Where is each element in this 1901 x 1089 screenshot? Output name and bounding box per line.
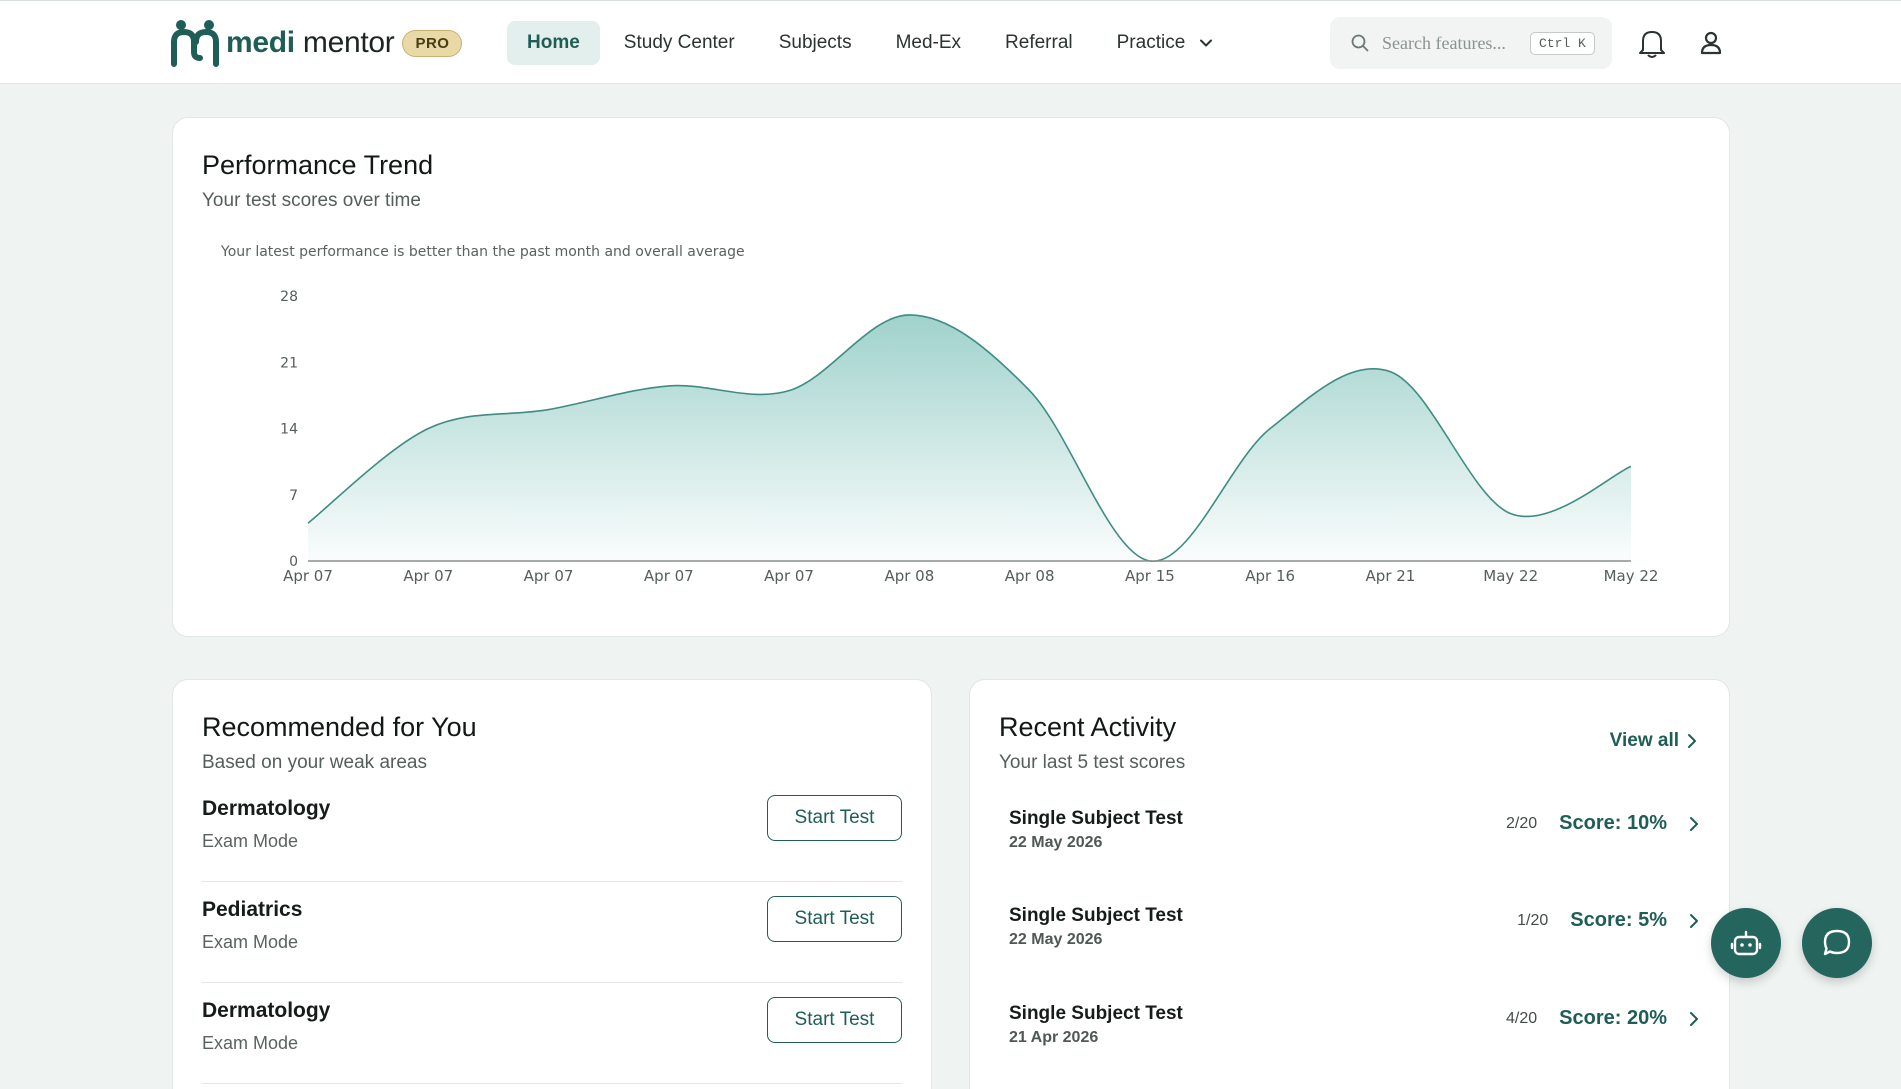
chevron-right-icon bbox=[1690, 913, 1698, 928]
chart-x-tick-label: Apr 16 bbox=[1245, 567, 1295, 585]
chart-x-tick-label: May 22 bbox=[1604, 567, 1659, 585]
chart-x-tick-label: Apr 07 bbox=[524, 567, 574, 585]
activity-test-name: Single Subject Test bbox=[1009, 808, 1183, 829]
activity-row[interactable]: Single Subject Test 22 May 2026 1/20 Sco… bbox=[1009, 891, 1699, 971]
performance-trend-card: Performance Trend Your test scores over … bbox=[172, 117, 1730, 637]
activity-test-name: Single Subject Test bbox=[1009, 905, 1183, 926]
ai-assistant-button[interactable] bbox=[1711, 908, 1781, 978]
chart-x-tick-label: Apr 08 bbox=[884, 567, 934, 585]
chat-bubble-icon bbox=[1823, 929, 1851, 956]
chart-area-fill bbox=[308, 314, 1631, 562]
profile-button[interactable] bbox=[1691, 23, 1731, 63]
start-test-button[interactable]: Start Test bbox=[767, 997, 902, 1043]
activity-correct-count: 2/20 bbox=[1506, 814, 1538, 832]
recommended-subject: Dermatology bbox=[202, 797, 331, 820]
chart-y-tick-label: 14 bbox=[280, 422, 298, 438]
nav-practice-label: Practice bbox=[1116, 32, 1186, 53]
search-shortcut-hint: Ctrl K bbox=[1530, 31, 1595, 55]
notifications-button[interactable] bbox=[1632, 23, 1672, 63]
activity-title: Recent Activity bbox=[999, 712, 1177, 742]
performance-chart: 0 7 14 21 28 Apr 07 Apr 07 Apr 07 Apr 07 Apr 07 Ap… bbox=[280, 289, 1659, 585]
chevron-right-icon bbox=[1688, 734, 1696, 748]
recommended-mode: Exam Mode bbox=[202, 932, 299, 952]
chart-x-tick-label: Apr 07 bbox=[283, 567, 333, 585]
chart-x-tick-label: Apr 07 bbox=[403, 567, 453, 585]
nav-practice[interactable]: Practice bbox=[1097, 21, 1233, 65]
recommended-item: Dermatology Exam Mode Start Test bbox=[202, 983, 902, 1084]
chart-x-tick-label: May 22 bbox=[1483, 567, 1538, 585]
chart-x-tick-label: Apr 15 bbox=[1125, 567, 1175, 585]
recommended-item: Dermatology Exam Mode Start Test bbox=[202, 781, 902, 882]
chart-x-tick-label: Apr 08 bbox=[1005, 567, 1055, 585]
recommended-subject: Dermatology bbox=[202, 999, 331, 1022]
chart-y-tick-label: 21 bbox=[280, 355, 298, 371]
chart-y-tick-label: 28 bbox=[280, 289, 298, 305]
activity-test-date: 21 Apr 2026 bbox=[1009, 1029, 1099, 1046]
activity-subtitle: Your last 5 test scores bbox=[999, 752, 1186, 773]
chart-y-tick-label: 0 bbox=[289, 554, 298, 570]
start-test-button[interactable]: Start Test bbox=[767, 896, 902, 942]
recommended-subtitle: Based on your weak areas bbox=[202, 752, 427, 773]
activity-correct-count: 1/20 bbox=[1517, 911, 1549, 929]
chevron-down-icon bbox=[1199, 39, 1212, 47]
activity-test-date: 22 May 2026 bbox=[1009, 834, 1103, 851]
top-navigation-bar: medi mentor PRO Home Study Center Subjec… bbox=[0, 0, 1901, 84]
user-icon bbox=[1700, 31, 1722, 55]
pro-badge: PRO bbox=[402, 29, 463, 57]
activity-row[interactable]: Single Subject Test 22 May 2026 2/20 Sco… bbox=[1009, 794, 1699, 874]
nav-subjects[interactable]: Subjects bbox=[778, 32, 852, 53]
chevron-right-icon bbox=[1690, 816, 1698, 831]
medimentor-logo-icon bbox=[171, 20, 219, 67]
activity-score: Score: 10% bbox=[1559, 812, 1667, 834]
recommended-item: Pediatrics Exam Mode Start Test bbox=[202, 882, 902, 983]
view-all-label: View all bbox=[1609, 730, 1679, 751]
recommended-card: Recommended for You Based on your weak a… bbox=[172, 679, 932, 1089]
brand-logo[interactable]: medi mentor PRO bbox=[170, 17, 463, 69]
chart-y-tick-label: 7 bbox=[289, 488, 298, 504]
chart-series-line bbox=[307, 314, 1632, 562]
activity-test-date: 22 May 2026 bbox=[1009, 931, 1103, 948]
search-icon bbox=[1351, 34, 1369, 52]
search-box[interactable]: Ctrl K bbox=[1330, 17, 1612, 69]
recommended-subject: Pediatrics bbox=[202, 898, 303, 921]
chart-x-tick-label: Apr 07 bbox=[644, 567, 694, 585]
recommended-title: Recommended for You bbox=[202, 712, 477, 742]
bell-icon bbox=[1639, 31, 1665, 58]
activity-row[interactable]: Single Subject Test 21 Apr 2026 4/20 Sco… bbox=[1009, 989, 1699, 1069]
chat-button[interactable] bbox=[1802, 908, 1872, 978]
recent-activity-card: Recent Activity Your last 5 test scores … bbox=[969, 679, 1730, 1089]
main-nav: Home Study Center Subjects Med-Ex Referr… bbox=[507, 21, 1237, 65]
chart-x-tick-label: Apr 21 bbox=[1366, 567, 1416, 585]
activity-score: Score: 20% bbox=[1559, 1007, 1667, 1029]
search-input[interactable] bbox=[1382, 32, 1522, 54]
performance-note: Your latest performance is better than t… bbox=[221, 244, 745, 260]
nav-home[interactable]: Home bbox=[507, 21, 600, 65]
activity-correct-count: 4/20 bbox=[1506, 1009, 1538, 1027]
performance-title: Performance Trend bbox=[202, 150, 434, 180]
nav-med-ex[interactable]: Med-Ex bbox=[895, 32, 962, 53]
performance-subtitle: Your test scores over time bbox=[202, 190, 421, 211]
nav-study-center[interactable]: Study Center bbox=[623, 32, 735, 53]
view-all-link[interactable]: View all bbox=[1610, 730, 1697, 752]
activity-score: Score: 5% bbox=[1570, 909, 1667, 931]
activity-test-name: Single Subject Test bbox=[1009, 1003, 1183, 1024]
robot-icon bbox=[1730, 930, 1762, 956]
chart-x-tick-label: Apr 07 bbox=[764, 567, 814, 585]
start-test-button[interactable]: Start Test bbox=[767, 795, 902, 841]
brand-name: medi mentor bbox=[226, 26, 395, 59]
nav-referral[interactable]: Referral bbox=[1005, 32, 1073, 53]
recommended-mode: Exam Mode bbox=[202, 831, 299, 851]
chevron-right-icon bbox=[1690, 1011, 1698, 1026]
recommended-mode: Exam Mode bbox=[202, 1033, 299, 1053]
